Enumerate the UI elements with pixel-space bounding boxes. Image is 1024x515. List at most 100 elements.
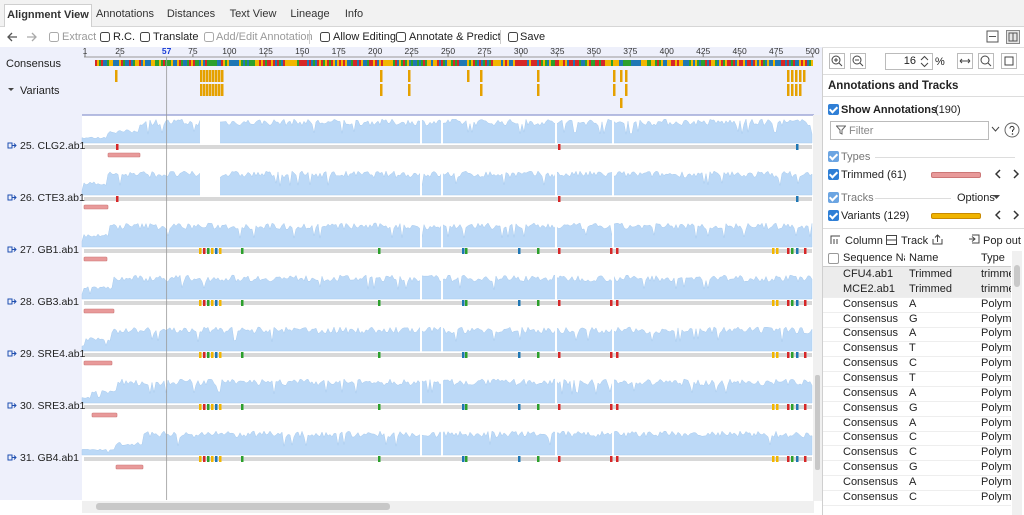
checkbox[interactable] bbox=[828, 104, 839, 115]
nav-arrows[interactable] bbox=[995, 169, 1021, 179]
header-cell[interactable]: Type bbox=[981, 252, 1005, 264]
consensus-base bbox=[213, 60, 215, 66]
spinner[interactable] bbox=[920, 55, 929, 68]
fit-width-icon[interactable] bbox=[957, 53, 973, 69]
annotation-button[interactable]: Add/Edit Annotation bbox=[216, 31, 313, 43]
table-row[interactable]: Consensus A Polymo bbox=[823, 475, 1011, 491]
checkbox[interactable] bbox=[828, 169, 839, 180]
variant-mark bbox=[219, 404, 222, 410]
zoom-out-icon[interactable] bbox=[850, 53, 866, 69]
consensus-base bbox=[319, 60, 321, 66]
table-row[interactable]: MCE2.ab1 Trimmed trimme bbox=[823, 281, 1011, 298]
show-annotations[interactable]: Show Annotations bbox=[841, 104, 938, 116]
save-button[interactable]: Save bbox=[520, 31, 546, 43]
table-row[interactable]: Consensus T Polymo bbox=[823, 341, 1011, 358]
filter-input[interactable]: Filter bbox=[830, 121, 989, 140]
consensus-base bbox=[597, 60, 599, 66]
zoom-input[interactable]: 16 bbox=[885, 53, 933, 70]
popout-button[interactable]: Pop out bbox=[983, 235, 1021, 247]
tab[interactable]: Lineage bbox=[290, 8, 330, 20]
translate-button[interactable]: Translate bbox=[153, 31, 199, 43]
tab[interactable]: Text View bbox=[229, 8, 277, 20]
table-row[interactable]: Consensus G Polymo bbox=[823, 312, 1011, 328]
overview-icon[interactable] bbox=[986, 30, 999, 43]
nav-arrows[interactable] bbox=[995, 210, 1021, 220]
tab[interactable]: Distances bbox=[166, 8, 216, 20]
table-row[interactable]: Consensus A Polymo bbox=[823, 326, 1011, 343]
zoom-seq-icon[interactable] bbox=[978, 53, 994, 69]
panel-toggle-icon[interactable] bbox=[1006, 30, 1020, 44]
checkbox[interactable] bbox=[828, 192, 839, 203]
consensus-base bbox=[739, 60, 741, 66]
variant-mark bbox=[199, 404, 202, 410]
forward-icon[interactable] bbox=[26, 31, 38, 43]
tab[interactable]: Alignment View bbox=[4, 4, 92, 27]
consensus-base bbox=[451, 60, 453, 66]
variant-mark bbox=[616, 300, 619, 306]
table-row[interactable]: Consensus C Polymo bbox=[823, 445, 1011, 462]
consensus-base bbox=[747, 60, 749, 66]
table-row[interactable]: Consensus A Polymo bbox=[823, 386, 1011, 402]
table-row[interactable]: Consensus C Polymo bbox=[823, 490, 1011, 506]
editing-button[interactable]: Allow Editing bbox=[333, 31, 396, 43]
consensus-base bbox=[167, 60, 169, 66]
tab[interactable]: Annotations bbox=[95, 8, 155, 20]
zoom-value: 16 bbox=[903, 55, 916, 67]
back-icon[interactable] bbox=[6, 31, 18, 43]
consensus-base bbox=[809, 60, 811, 66]
fit-all-icon[interactable] bbox=[1001, 53, 1017, 69]
consensus-base bbox=[573, 60, 575, 66]
trace-gap bbox=[441, 378, 443, 404]
dropdown[interactable] bbox=[993, 195, 1000, 200]
table-row[interactable]: Consensus A Polymo bbox=[823, 297, 1011, 313]
variant-mark bbox=[518, 456, 521, 462]
variant bbox=[537, 70, 540, 82]
checkbox[interactable] bbox=[828, 210, 839, 221]
trace-gap bbox=[441, 118, 443, 144]
checkbox[interactable] bbox=[828, 151, 839, 162]
column-button[interactable]: Column bbox=[845, 235, 883, 247]
variants-track[interactable]: Variants (129) bbox=[841, 210, 910, 222]
consensus-base bbox=[191, 60, 193, 66]
table-row[interactable]: Consensus A Polymo bbox=[823, 416, 1011, 432]
consensus-base bbox=[307, 60, 309, 66]
table-row[interactable]: Consensus G Polymo bbox=[823, 460, 1011, 477]
variant-mark bbox=[199, 456, 202, 462]
variant bbox=[625, 70, 628, 82]
track-button[interactable]: Track bbox=[901, 235, 929, 247]
table-row[interactable]: Consensus T Polymo bbox=[823, 371, 1011, 387]
variant bbox=[380, 84, 383, 96]
scrollbar[interactable] bbox=[1012, 251, 1022, 515]
variant-mark bbox=[199, 248, 202, 254]
coverage-trace bbox=[81, 274, 813, 300]
predict-button[interactable]: Annotate & Predict bbox=[409, 31, 501, 43]
table-row[interactable]: CFU4.ab1 Trimmed trimme bbox=[823, 267, 1011, 283]
tab[interactable]: Info bbox=[344, 8, 364, 20]
consensus-base bbox=[109, 60, 111, 66]
checkbox[interactable] bbox=[828, 253, 839, 264]
consensus-base bbox=[717, 60, 719, 66]
header-cell[interactable]: Name bbox=[909, 252, 939, 264]
consensus-base bbox=[727, 60, 729, 66]
rc-button[interactable]: R.C. bbox=[113, 31, 135, 43]
extract-button[interactable]: Extract bbox=[62, 31, 97, 43]
header-cell[interactable]: Sequence Na... bbox=[843, 252, 905, 264]
consensus-base bbox=[247, 60, 249, 66]
options-menu[interactable]: Options bbox=[957, 192, 995, 204]
consensus-base bbox=[777, 60, 779, 66]
table-row[interactable]: Consensus C Polymo bbox=[823, 356, 1011, 373]
export-icon[interactable] bbox=[932, 234, 943, 245]
dropdown[interactable] bbox=[991, 126, 1000, 133]
table-row[interactable]: Consensus C Polymo bbox=[823, 430, 1011, 447]
zoom-in-icon[interactable] bbox=[829, 53, 845, 69]
trimmed-type[interactable]: Trimmed (61) bbox=[841, 169, 907, 181]
table-row[interactable]: Consensus G Polymo bbox=[823, 401, 1011, 417]
panel-heading: Annotations and Tracks bbox=[828, 80, 959, 92]
consensus-base bbox=[447, 60, 449, 66]
variant-mark bbox=[791, 248, 794, 254]
scroll-thumb[interactable] bbox=[1014, 265, 1020, 287]
help-icon[interactable] bbox=[1004, 122, 1020, 138]
expand-icon bbox=[7, 454, 17, 461]
variant-mark bbox=[465, 456, 468, 462]
consensus-base bbox=[239, 60, 241, 66]
